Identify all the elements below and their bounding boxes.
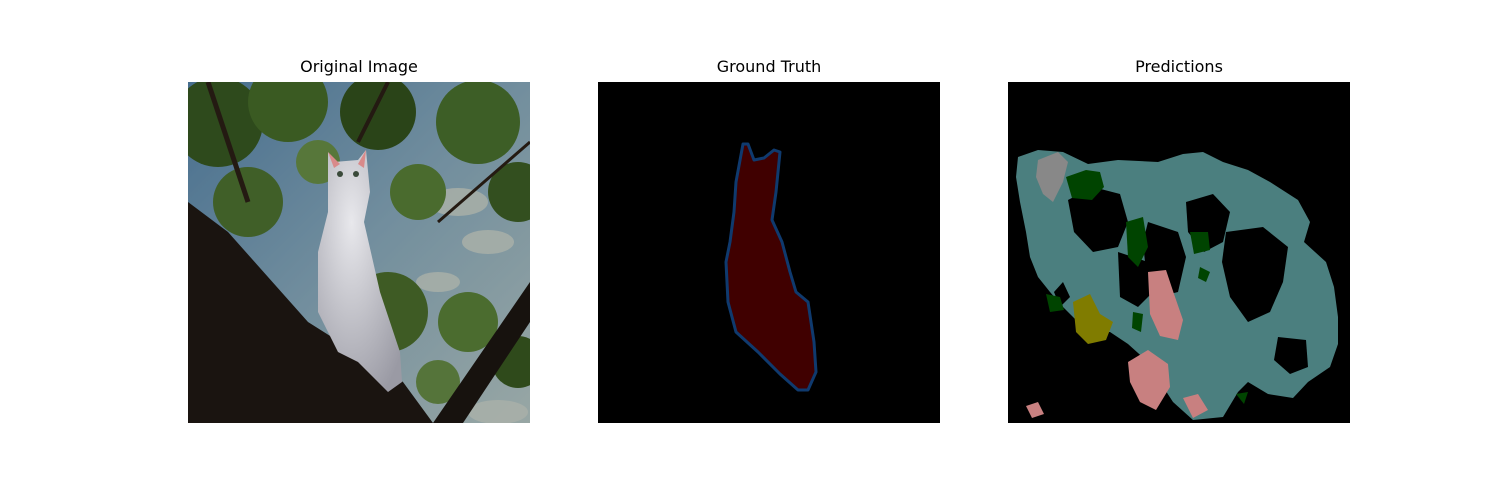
predictions-title: Predictions <box>1135 57 1223 76</box>
predictions-panel <box>1008 82 1350 423</box>
ground-truth-panel <box>598 82 940 423</box>
clouds <box>416 188 528 423</box>
cat-segmentation-mask <box>724 142 818 392</box>
original-image-photo <box>188 82 530 423</box>
white-cat <box>318 150 402 392</box>
prediction-region-gray <box>1036 152 1068 202</box>
prediction-region-green <box>1046 170 1248 404</box>
ground-truth-mask <box>598 82 940 423</box>
prediction-region-olive <box>1073 294 1113 344</box>
ground-truth-title: Ground Truth <box>716 57 822 76</box>
original-image-title: Original Image <box>300 57 418 76</box>
original-image-panel <box>188 82 530 423</box>
predictions-mask <box>1008 82 1350 423</box>
prediction-region-pink <box>1026 270 1208 418</box>
